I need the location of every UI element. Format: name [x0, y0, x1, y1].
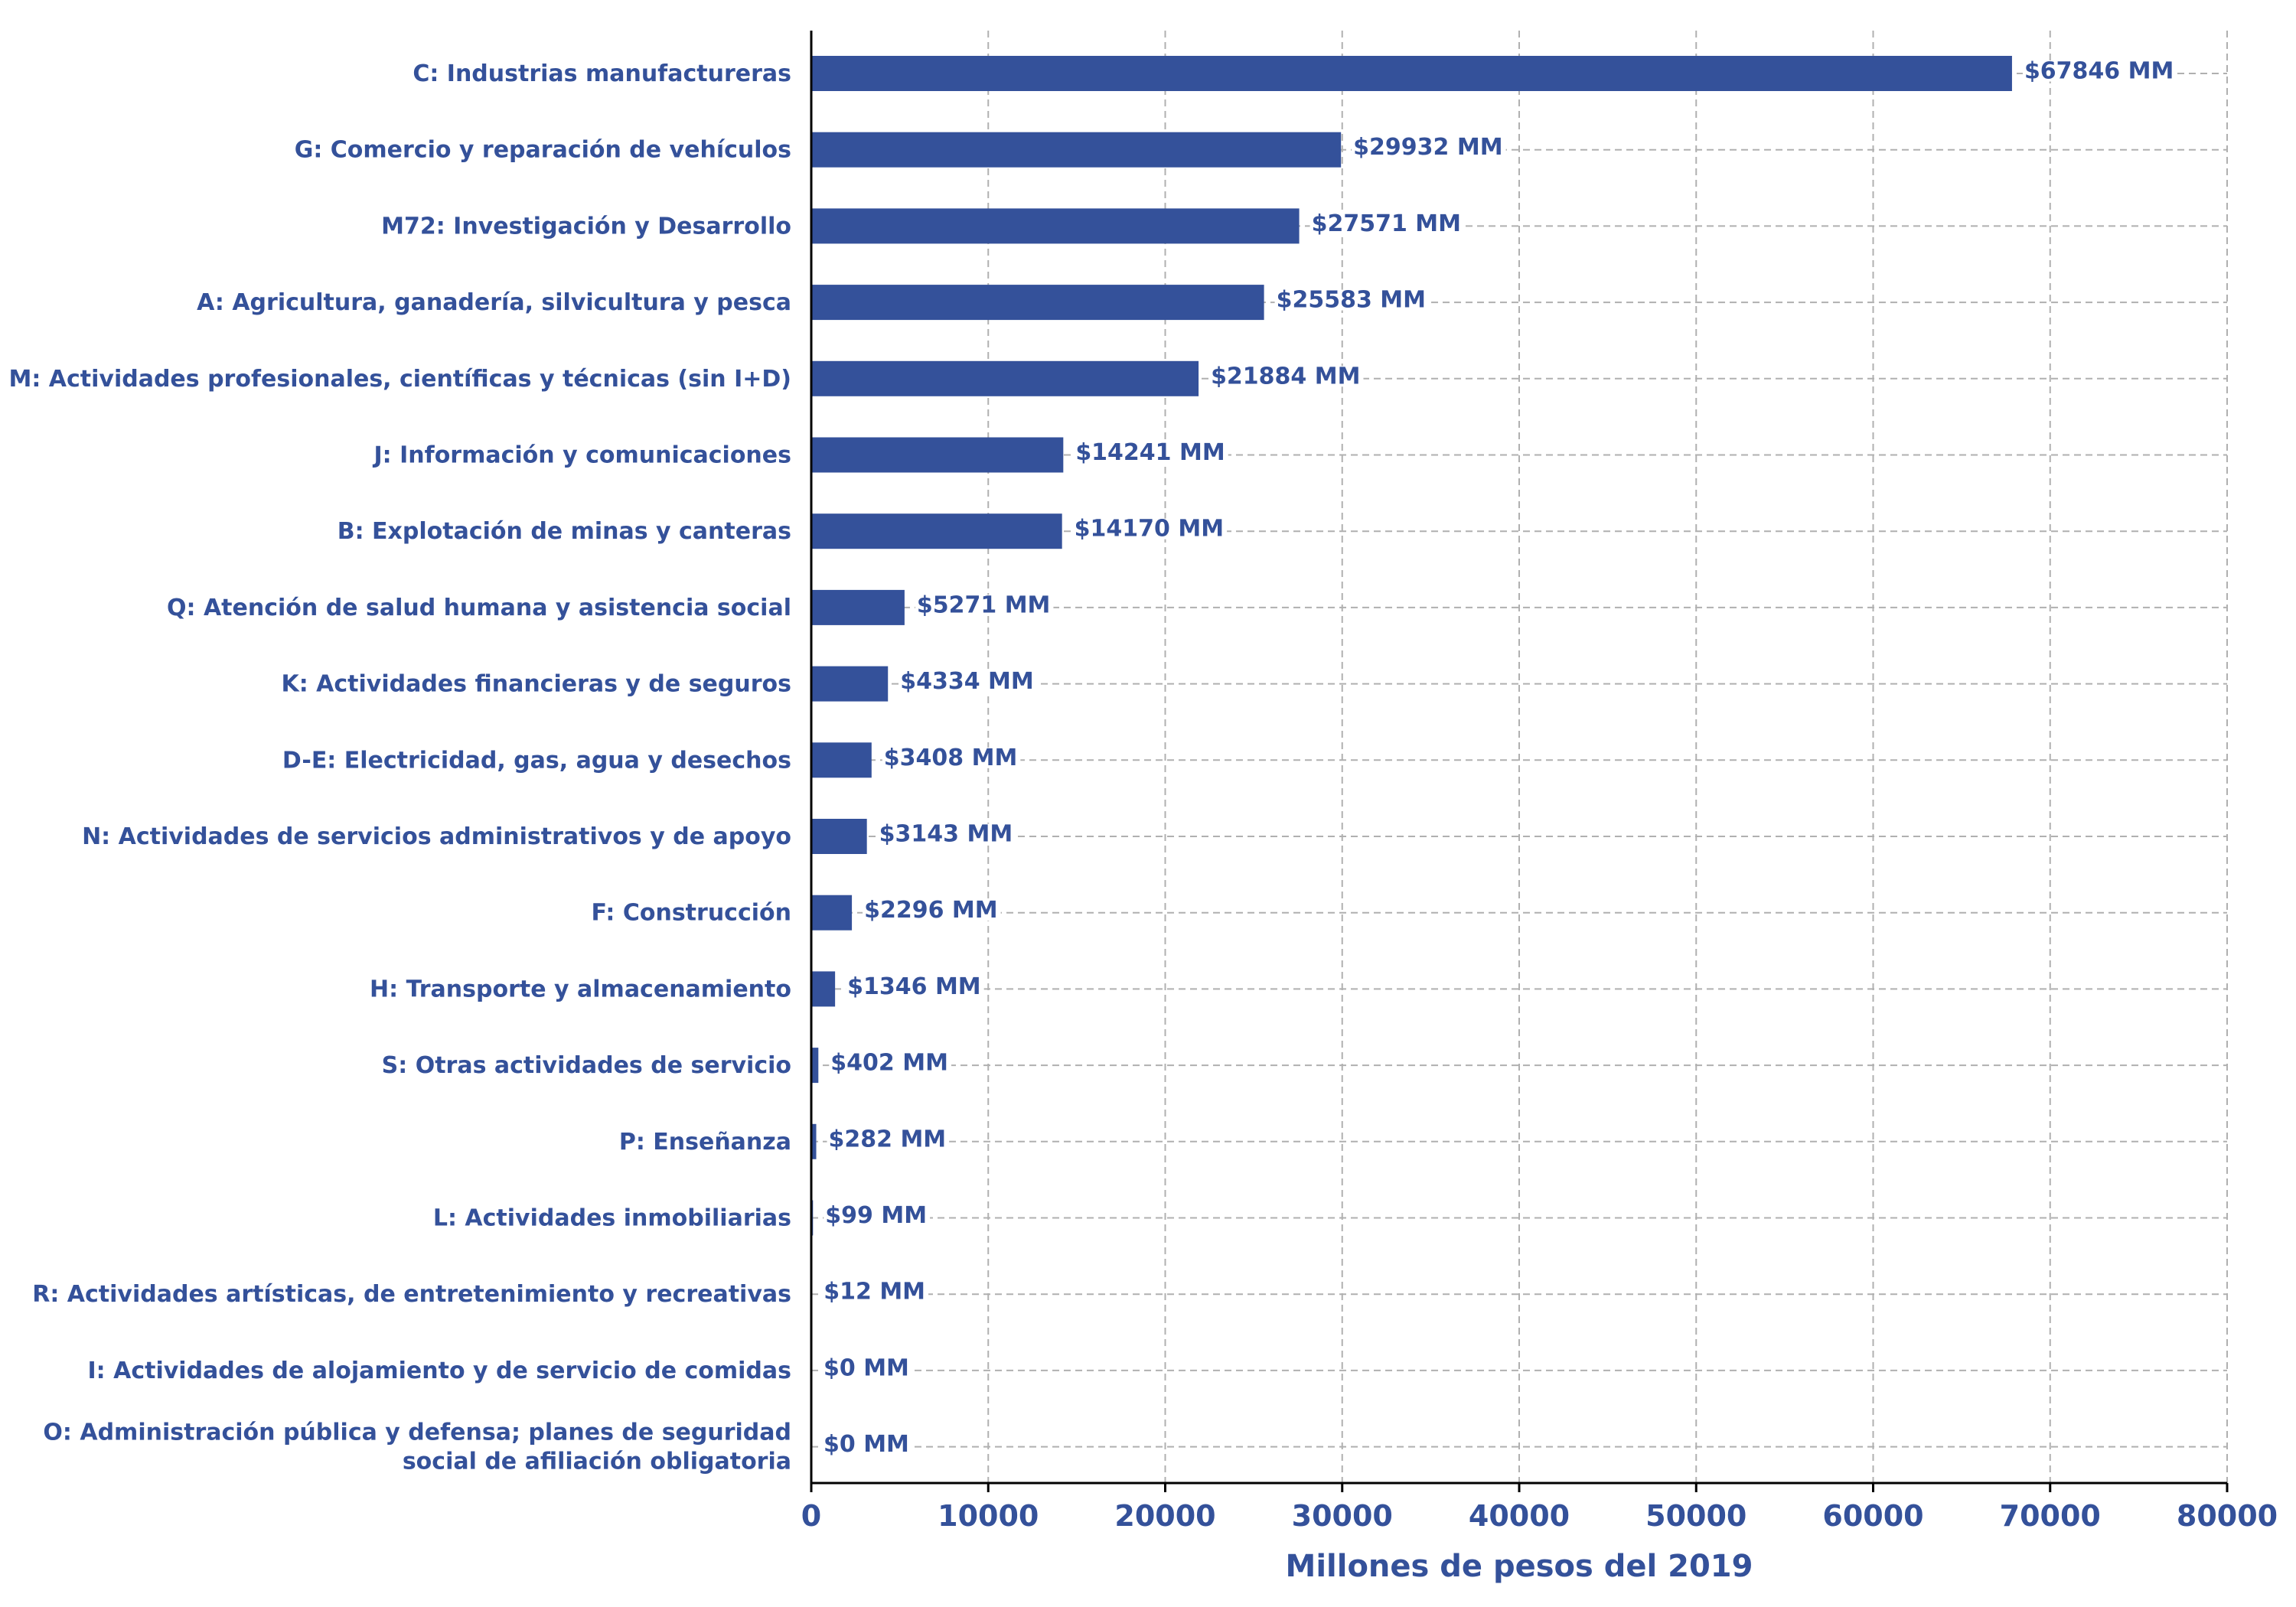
value-label-background: [915, 595, 1054, 616]
value-label: $3408 MM: [884, 745, 1018, 771]
value-label-background: [822, 1358, 912, 1379]
value-label-background: [822, 1281, 929, 1302]
x-axis-title: Millones de pesos del 2019: [1286, 1549, 1753, 1584]
bar: [811, 742, 872, 778]
x-tick-labels: 0 10000 20000 30000 40000 50000 60000 70000 8000…: [801, 1499, 2278, 1533]
category-label: A: Agricultura, ganadería, silvicultura …: [197, 289, 791, 316]
value-label: $14241 MM: [1075, 439, 1225, 466]
bar: [811, 971, 836, 1007]
value-label-background: [827, 1129, 950, 1150]
value-label: $282 MM: [829, 1126, 947, 1152]
axes: [810, 31, 2229, 1492]
category-label: J: Información y comunicaciones: [373, 442, 791, 469]
category-label: N: Actividades de servicios administrati…: [82, 823, 791, 850]
category-label: Q: Atención de salud humana y asistencia…: [167, 595, 791, 621]
value-label-background: [823, 1205, 931, 1226]
x-tick-label: 0: [801, 1499, 821, 1533]
value-label: $1346 MM: [847, 973, 981, 1000]
bar: [811, 132, 1342, 168]
x-tick-label: 10000: [938, 1499, 1039, 1533]
bar: [811, 819, 867, 854]
category-label: R: Actividades artísticas, de entretenim…: [32, 1281, 791, 1308]
value-label: $402 MM: [830, 1050, 948, 1077]
value-label: $29932 MM: [1353, 134, 1502, 161]
bar: [811, 895, 853, 931]
category-label: O: Administración pública y defensa; pla…: [43, 1420, 791, 1475]
value-label-background: [1074, 442, 1228, 463]
value-label-background: [877, 823, 1016, 845]
bars: [811, 56, 2012, 1312]
value-label-background: [1274, 289, 1430, 311]
category-label: P: Enseñanza: [619, 1129, 791, 1156]
bar: [811, 56, 2012, 91]
x-tick-label: 60000: [1822, 1499, 1923, 1533]
value-label: $0 MM: [823, 1354, 909, 1381]
value-label-background: [1072, 518, 1228, 539]
category-label: M: Actividades profesionales, científica…: [8, 366, 791, 393]
bar: [811, 1123, 817, 1159]
value-label: $27571 MM: [1312, 210, 1461, 237]
bar: [811, 208, 1300, 244]
x-tick-label: 50000: [1645, 1499, 1746, 1533]
bar: [811, 666, 889, 702]
category-label: L: Actividades inmobiliarias: [433, 1205, 791, 1232]
x-tick-label: 20000: [1114, 1499, 1215, 1533]
value-labels: $67846 MM $29932 MM $27571 MM $25583 MM $218…: [822, 58, 2177, 1458]
category-label: D-E: Electricidad, gas, agua y desechos: [282, 747, 791, 774]
x-tick-label: 30000: [1292, 1499, 1393, 1533]
category-label: B: Explotación de minas y canteras: [338, 518, 791, 545]
x-tick-label: 70000: [2000, 1499, 2101, 1533]
value-label-background: [829, 1052, 951, 1074]
value-label-background: [2022, 60, 2177, 82]
value-label: $21884 MM: [1211, 363, 1360, 390]
value-label-background: [1352, 137, 1506, 158]
category-label: F: Construcción: [592, 900, 791, 927]
value-label: $2296 MM: [864, 897, 998, 924]
value-label: $25583 MM: [1277, 287, 1426, 314]
value-label-background: [846, 976, 984, 997]
value-label: $14170 MM: [1075, 516, 1224, 543]
value-label: $5271 MM: [917, 592, 1051, 618]
bar: [811, 1048, 819, 1084]
value-label: $4334 MM: [900, 668, 1034, 695]
value-label: $3143 MM: [879, 821, 1013, 848]
category-label: I: Actividades de alojamiento y de servi…: [88, 1358, 791, 1384]
value-label-background: [882, 747, 1021, 768]
category-label: K: Actividades financieras y de seguros: [281, 671, 791, 698]
x-tick-label: 40000: [1469, 1499, 1570, 1533]
value-label-background: [822, 1434, 912, 1455]
bar: [811, 437, 1064, 473]
category-label: G: Comercio y reparación de vehículos: [295, 137, 791, 164]
x-tick-label: 80000: [2177, 1499, 2278, 1533]
category-labels: C: Industrias manufactureras G: Comercio …: [8, 60, 791, 1475]
value-label-background: [1209, 366, 1364, 387]
category-label: H: Transporte y almacenamiento: [370, 976, 791, 1002]
value-label: $99 MM: [825, 1202, 927, 1229]
value-label-background: [899, 671, 1037, 693]
category-label: M72: Investigación y Desarrollo: [381, 213, 791, 240]
category-label: S: Otras actividades de servicio: [382, 1052, 791, 1079]
bar: [811, 513, 1062, 549]
bar: [811, 589, 905, 625]
grid-lines: [811, 31, 2228, 1483]
category-label: C: Industrias manufactureras: [413, 60, 791, 87]
value-label: $12 MM: [823, 1279, 925, 1305]
value-label-background: [863, 900, 1001, 921]
bar: [811, 285, 1264, 321]
value-label-background: [1309, 213, 1464, 234]
bar: [811, 360, 1199, 396]
value-label: $67846 MM: [2024, 58, 2174, 85]
value-label: $0 MM: [823, 1431, 909, 1458]
